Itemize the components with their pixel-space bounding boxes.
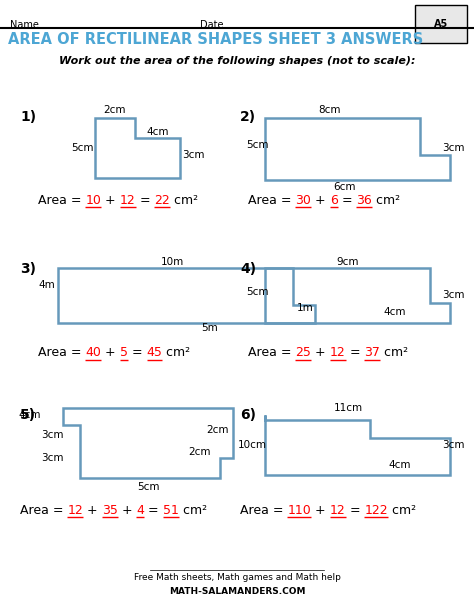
Text: 3cm: 3cm [182,150,204,160]
Text: AREA OF RECTILINEAR SHAPES SHEET 3 ANSWERS: AREA OF RECTILINEAR SHAPES SHEET 3 ANSWE… [8,32,423,47]
Text: A5: A5 [434,19,448,29]
Text: 10: 10 [85,194,101,207]
Text: 4cm: 4cm [147,127,169,137]
Text: 12: 12 [67,503,83,517]
Text: cm²: cm² [163,346,191,359]
Text: Area =: Area = [38,346,85,359]
Text: 3cm: 3cm [442,440,464,450]
Text: +: + [311,194,330,207]
Text: 9cm: 9cm [337,257,359,267]
Text: 45: 45 [146,346,163,359]
Text: 3): 3) [20,262,36,276]
Text: =: = [346,503,364,517]
Text: =: = [346,346,365,359]
Text: Date: Date [200,20,224,30]
Text: 4: 4 [137,503,144,517]
Text: 1m: 1m [297,303,313,313]
Text: Area =: Area = [248,194,295,207]
Text: 22: 22 [155,194,170,207]
Text: +: + [83,503,102,517]
Text: =: = [128,346,146,359]
Text: 3cm: 3cm [41,453,63,463]
Text: 4cm: 4cm [389,460,411,470]
Text: 5cm: 5cm [246,287,268,297]
Text: Area =: Area = [38,194,85,207]
Text: 3cm: 3cm [41,430,63,440]
Text: Name: Name [10,20,39,30]
Text: Area =: Area = [248,346,295,359]
Text: 10cm: 10cm [237,440,266,450]
Text: 4): 4) [240,262,256,276]
Text: 2cm: 2cm [189,447,211,457]
Text: 25: 25 [295,346,311,359]
Text: 37: 37 [365,346,380,359]
Text: 1): 1) [20,110,36,124]
Text: +: + [101,346,120,359]
Text: 122: 122 [364,503,388,517]
Text: 4m: 4m [38,280,55,290]
Text: 5cm: 5cm [137,482,159,492]
Text: 110: 110 [288,503,311,517]
Text: 12: 12 [330,503,346,517]
Text: 51: 51 [163,503,179,517]
Text: 4cm: 4cm [19,410,41,420]
Text: 12: 12 [330,346,346,359]
Text: Free Math sheets, Math games and Math help: Free Math sheets, Math games and Math he… [134,574,340,582]
Text: cm²: cm² [170,194,198,207]
Text: 5cm: 5cm [71,143,93,153]
Text: 2): 2) [240,110,256,124]
Text: +: + [311,346,330,359]
Text: 2cm: 2cm [104,105,126,115]
Text: =: = [136,194,155,207]
Text: 5m: 5m [201,323,219,333]
Text: 36: 36 [356,194,372,207]
Text: 2cm: 2cm [207,425,229,435]
Text: cm²: cm² [372,194,401,207]
Text: 11cm: 11cm [333,403,363,413]
Text: 5): 5) [20,408,36,422]
Text: 30: 30 [295,194,311,207]
Bar [415,5,467,43]
Text: +: + [101,194,120,207]
Text: 10m: 10m [160,257,183,267]
Text: 5cm: 5cm [246,140,268,150]
Text: cm²: cm² [380,346,409,359]
Text: 3cm: 3cm [442,143,464,153]
Text: MATH-SALAMANDERS.COM: MATH-SALAMANDERS.COM [169,587,305,595]
Text: cm²: cm² [388,503,416,517]
Text: +: + [311,503,330,517]
Text: 8cm: 8cm [319,105,341,115]
Text: =: = [144,503,163,517]
Text: 6cm: 6cm [334,182,356,192]
Text: cm²: cm² [179,503,207,517]
Text: =: = [338,194,356,207]
Text: 5: 5 [120,346,128,359]
Text: Area =: Area = [240,503,288,517]
Text: Area =: Area = [20,503,67,517]
Text: 4cm: 4cm [384,307,406,317]
Text: Work out the area of the following shapes (not to scale):: Work out the area of the following shape… [59,56,415,66]
Text: 12: 12 [120,194,136,207]
Text: +: + [118,503,137,517]
Text: 40: 40 [85,346,101,359]
Text: 6: 6 [330,194,338,207]
Text: 6): 6) [240,408,256,422]
Text: 35: 35 [102,503,118,517]
Text: 3cm: 3cm [442,290,464,300]
